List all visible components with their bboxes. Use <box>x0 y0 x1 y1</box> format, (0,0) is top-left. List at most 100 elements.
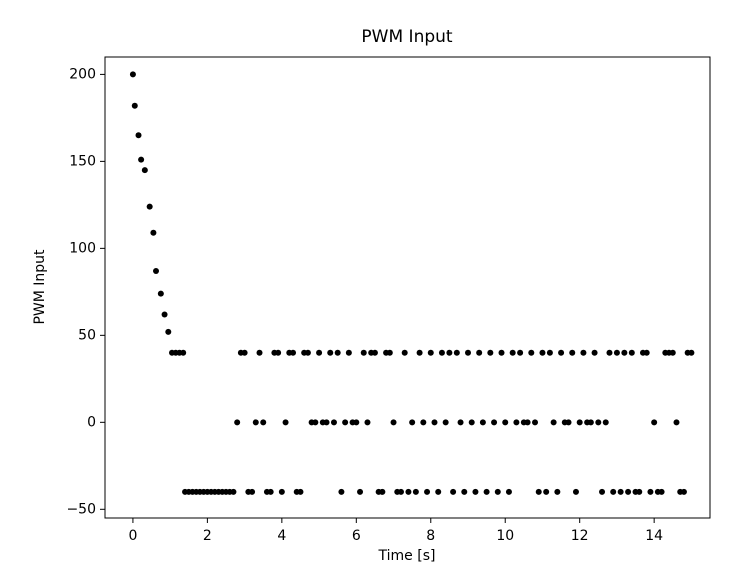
point <box>658 488 665 495</box>
y-tick-label: 200 <box>69 66 96 82</box>
point <box>580 349 587 356</box>
point <box>472 488 479 495</box>
x-tick-label: 0 <box>128 528 137 544</box>
point <box>338 488 345 495</box>
point <box>442 419 449 426</box>
point <box>651 419 658 426</box>
point <box>532 419 539 426</box>
point <box>252 419 259 426</box>
point <box>528 349 535 356</box>
point <box>688 349 695 356</box>
point <box>546 349 553 356</box>
point <box>260 419 267 426</box>
point <box>435 488 442 495</box>
point <box>502 419 509 426</box>
y-tick-label: 150 <box>69 153 96 169</box>
point <box>401 349 408 356</box>
point <box>494 488 501 495</box>
point <box>509 349 516 356</box>
point <box>379 488 386 495</box>
point <box>297 488 304 495</box>
point <box>131 102 138 109</box>
point <box>371 349 378 356</box>
point <box>621 349 628 356</box>
point <box>278 488 285 495</box>
point <box>129 71 136 78</box>
x-tick-label: 4 <box>277 528 286 544</box>
point <box>153 267 160 274</box>
point <box>316 349 323 356</box>
point <box>416 349 423 356</box>
point <box>606 349 613 356</box>
x-tick-label: 8 <box>426 528 435 544</box>
point <box>613 349 620 356</box>
point <box>524 419 531 426</box>
point <box>446 349 453 356</box>
y-axis-label: PWM Input <box>32 249 48 325</box>
x-axis-label: Time [s] <box>378 548 436 564</box>
y-tick-label: 0 <box>87 414 96 430</box>
point <box>424 488 431 495</box>
y-tick-label: 50 <box>78 327 96 343</box>
point <box>491 419 498 426</box>
point <box>438 349 445 356</box>
point <box>135 132 142 139</box>
point <box>230 488 237 495</box>
point <box>141 167 148 174</box>
x-tick-label: 10 <box>496 528 514 544</box>
point <box>161 311 168 318</box>
x-tick-label: 14 <box>645 528 663 544</box>
point <box>409 419 416 426</box>
y-tick-label: 100 <box>69 240 96 256</box>
point <box>517 349 524 356</box>
point <box>342 419 349 426</box>
point <box>323 419 330 426</box>
point <box>602 419 609 426</box>
point <box>412 488 419 495</box>
point <box>360 349 367 356</box>
point <box>241 349 248 356</box>
point <box>180 349 187 356</box>
point <box>483 488 490 495</box>
chart-title: PWM Input <box>361 27 452 47</box>
point <box>550 419 557 426</box>
x-tick-label: 12 <box>571 528 589 544</box>
point <box>234 419 241 426</box>
point <box>450 488 457 495</box>
point <box>461 488 468 495</box>
point <box>669 349 676 356</box>
point <box>591 349 598 356</box>
point <box>282 419 289 426</box>
point <box>327 349 334 356</box>
point <box>290 349 297 356</box>
point <box>138 156 145 163</box>
point <box>543 488 550 495</box>
point <box>386 349 393 356</box>
point <box>647 488 654 495</box>
point <box>617 488 624 495</box>
point <box>595 419 602 426</box>
point <box>487 349 494 356</box>
point <box>625 488 632 495</box>
point <box>345 349 352 356</box>
point <box>535 488 542 495</box>
x-tick-label: 2 <box>203 528 212 544</box>
y-tick-label: −50 <box>66 501 96 517</box>
point <box>275 349 282 356</box>
point <box>479 419 486 426</box>
point <box>357 488 364 495</box>
point <box>157 290 164 297</box>
point <box>312 419 319 426</box>
point <box>513 419 520 426</box>
point <box>146 203 153 210</box>
point <box>453 349 460 356</box>
point <box>249 488 256 495</box>
point <box>554 488 561 495</box>
point <box>390 419 397 426</box>
point <box>587 419 594 426</box>
point <box>476 349 483 356</box>
point <box>539 349 546 356</box>
point <box>330 419 337 426</box>
point <box>628 349 635 356</box>
